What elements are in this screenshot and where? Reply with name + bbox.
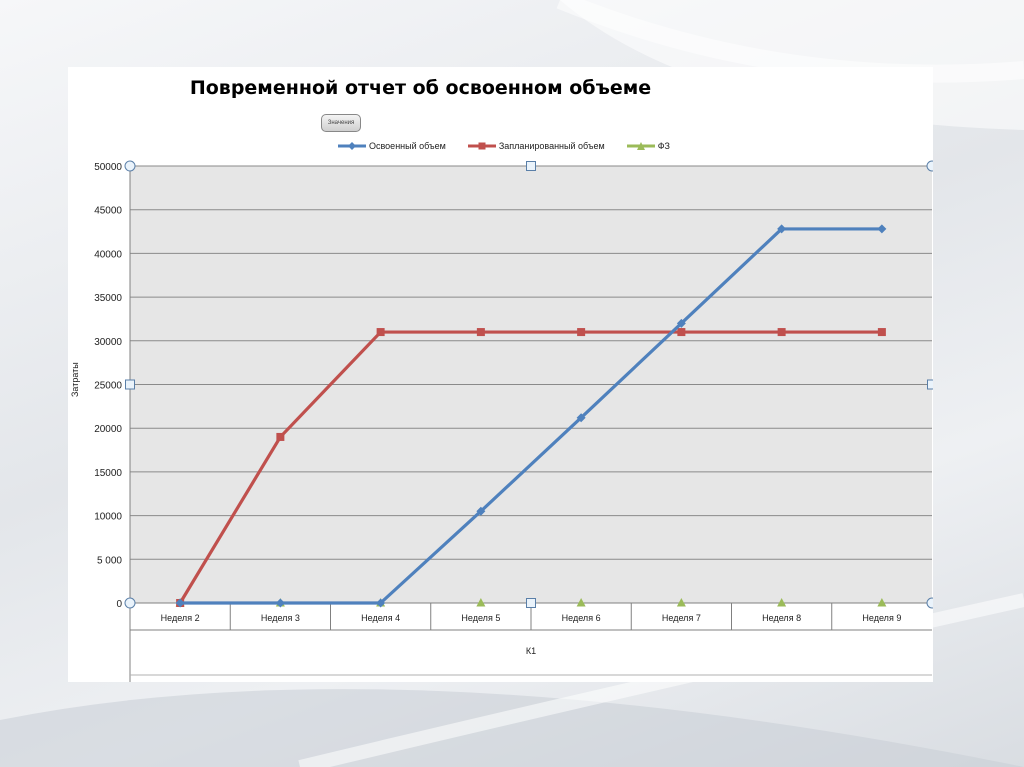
series-marker-diamond: [576, 413, 586, 423]
x-tick-label: Неделя 8: [762, 613, 801, 623]
x-tick-label: Неделя 3: [261, 613, 300, 623]
resize-handle[interactable]: [926, 160, 933, 172]
legend-label-actual: ФЗ: [657, 141, 670, 151]
chart-title: Повременной отчет об освоенном объеме: [189, 77, 652, 99]
y-tick-label: 30000: [94, 337, 122, 348]
y-tick-label: 35000: [94, 293, 122, 304]
legend-label-earned: Освоенный объем: [369, 141, 446, 151]
x-tick-label: Неделя 6: [562, 613, 601, 623]
resize-handle[interactable]: [927, 379, 934, 390]
series-marker-square: [577, 328, 586, 337]
resize-handle[interactable]: [124, 597, 136, 609]
values-field-button[interactable]: Значения: [321, 114, 361, 132]
y-tick-label: 20000: [94, 424, 122, 435]
series-marker-square: [276, 432, 285, 441]
y-tick-label: 25000: [94, 381, 122, 392]
x-tick-label: Неделя 7: [662, 613, 701, 623]
series-marker-triangle: [777, 598, 787, 607]
series-marker-square: [877, 328, 886, 337]
series-line-1: [178, 330, 882, 604]
series-marker-diamond: [676, 318, 686, 328]
y-tick-label: 50000: [94, 162, 122, 173]
x-tick-label: Неделя 4: [361, 613, 400, 623]
y-tick-label: 15000: [94, 468, 122, 479]
resize-handle[interactable]: [124, 160, 136, 172]
series-marker-triangle: [476, 598, 486, 607]
legend: Освоенный объем Запланированный объем ФЗ: [338, 139, 670, 153]
x-tick-label: Неделя 5: [461, 613, 500, 623]
x-tick-label: Неделя 9: [862, 613, 901, 623]
series-marker-diamond: [476, 506, 486, 516]
series-marker-square: [376, 328, 385, 337]
y-tick-label: 10000: [94, 512, 122, 523]
series-marker-diamond: [877, 224, 887, 234]
series-marker-diamond: [275, 598, 285, 608]
series-marker-triangle: [576, 598, 586, 607]
series-line-0: [180, 227, 882, 605]
y-tick-label: 45000: [94, 206, 122, 217]
legend-item-planned: Запланированный объем: [467, 141, 605, 151]
series-marker-square: [677, 328, 686, 337]
resize-handle[interactable]: [526, 598, 536, 608]
series-marker-triangle: [877, 598, 887, 607]
series-marker-square: [777, 328, 786, 337]
x-tick-label: Неделя 2: [161, 613, 200, 623]
series-marker-diamond: [376, 598, 386, 608]
resize-handle[interactable]: [926, 597, 933, 609]
plot-area: 05 0001000015000200002500030000350004000…: [94, 160, 934, 682]
x-group-label: К1: [526, 646, 536, 656]
legend-swatch-actual: [626, 142, 655, 150]
y-tick-label: 40000: [94, 249, 122, 260]
chart-frame: Повременной отчет об освоенном объеме Зн…: [68, 67, 933, 682]
series-marker-diamond: [777, 224, 787, 234]
legend-item-earned: Освоенный объем: [338, 141, 446, 151]
legend-swatch-earned: [338, 142, 366, 150]
resize-handle[interactable]: [125, 379, 135, 390]
series-marker-diamond: [175, 598, 185, 608]
resize-handle[interactable]: [526, 161, 536, 171]
series-marker-square: [476, 328, 485, 337]
y-tick-label: 0: [116, 599, 122, 610]
legend-label-planned: Запланированный объем: [498, 141, 605, 151]
legend-item-actual: ФЗ: [626, 141, 670, 151]
legend-swatch-planned: [467, 142, 496, 150]
y-tick-label: 5 000: [97, 555, 122, 566]
series-marker-triangle: [676, 598, 686, 607]
